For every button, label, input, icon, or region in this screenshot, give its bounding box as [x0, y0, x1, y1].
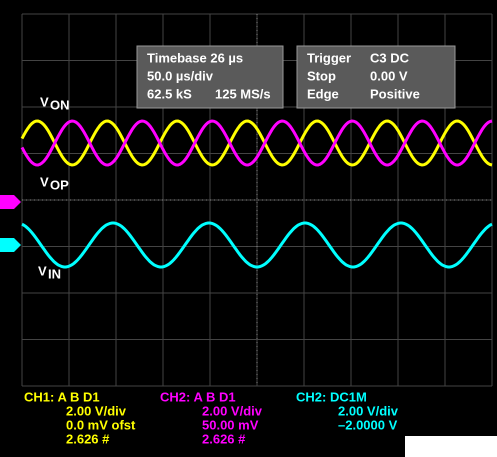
channel-line: –2.0000 V [338, 417, 398, 432]
channel-header: CH2: DC1M [296, 389, 367, 404]
trace-label-main: V [38, 263, 47, 278]
timebase-text: 125 MS/s [215, 86, 271, 101]
waveform [20, 119, 493, 167]
channel-line: 2.00 V/div [338, 403, 399, 418]
channel-line: 0.0 mV ofst [66, 417, 136, 432]
trigger-box [296, 45, 456, 109]
channel-header: CH2: A B D1 [160, 389, 236, 404]
trace-label-main: V [40, 94, 49, 109]
annotations: Timebase 26 µs Trigger C3 DC 50.0 µs/div Sto… [6, 50, 420, 446]
trace-label-sub: IN [48, 266, 61, 281]
trigger-label: Stop [307, 68, 336, 83]
trace-label-main: V [40, 174, 49, 189]
waveform [21, 221, 493, 269]
ch3-marker [0, 238, 21, 252]
trigger-value: Positive [370, 86, 420, 101]
trigger-label: Trigger [307, 50, 351, 65]
timebase-text: Timebase 26 µs [147, 50, 243, 65]
channel-line: 2.626 # [202, 431, 246, 446]
trace-label-sub: ON [50, 97, 70, 112]
channel-line: 2.626 # [66, 431, 110, 446]
white-patch [405, 436, 497, 457]
waveform [20, 119, 493, 167]
trigger-label: Edge [307, 86, 339, 101]
trigger-value: 0.00 V [370, 68, 408, 83]
timebase-box [136, 45, 284, 109]
channel-line: 2.00 V/div [66, 403, 127, 418]
channel-line: 2.00 V/div [202, 403, 263, 418]
waveforms [20, 119, 493, 269]
channel-line: 50.00 mV [202, 417, 259, 432]
trace-label-sub: OP [50, 177, 69, 192]
timebase-text: 50.0 µs/div [147, 68, 214, 83]
channel-header: CH1: A B D1 [24, 389, 100, 404]
trigger-value: C3 DC [370, 50, 410, 65]
timebase-text: 62.5 kS [147, 86, 192, 101]
ch1-marker [0, 195, 21, 209]
